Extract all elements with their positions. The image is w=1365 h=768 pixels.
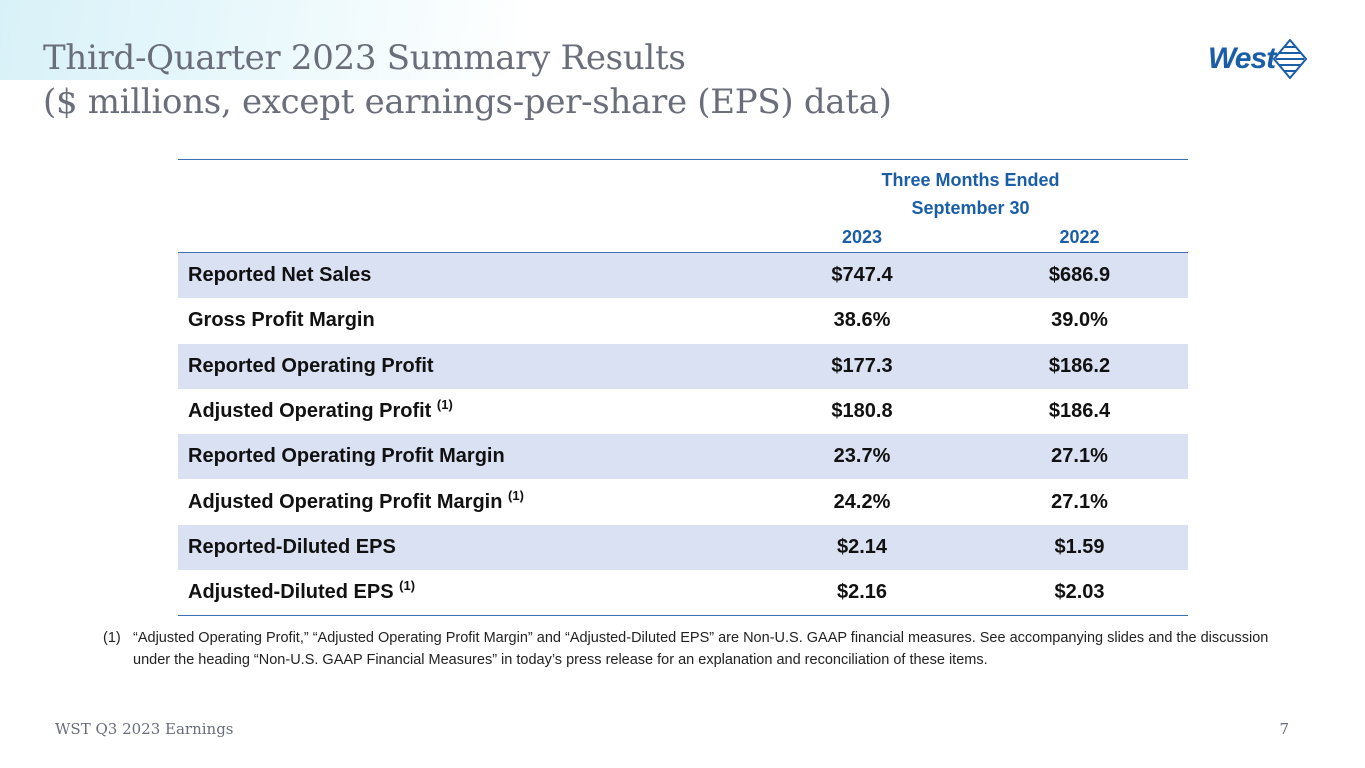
row-label: Reported Operating Profit Margin [178,434,753,479]
value-2023: $2.16 [753,570,971,617]
row-footnote-ref: (1) [436,397,453,413]
table-group-header-row: Three Months Ended September 30 [178,159,1188,223]
column-header-2022: 2022 [971,222,1188,253]
table-row: Reported-Diluted EPS $2.14 $1.59 [178,524,1188,571]
row-label: Reported-Diluted EPS [178,525,753,570]
row-label-text: Adjusted Operating Profit [188,400,432,423]
west-logo: West [1208,38,1316,80]
footnote-text: “Adjusted Operating Profit,” “Adjusted O… [133,630,1269,668]
table-year-header-row: 2023 2022 [178,222,1188,253]
row-label-text: Adjusted-Diluted EPS [188,581,394,604]
value-2022: $2.03 [971,570,1188,617]
value-2023: $180.8 [831,400,893,423]
group-header-line-1: Three Months Ended [881,170,1060,190]
page-title: Third-Quarter 2023 Summary Results ($ mi… [43,36,892,124]
value-2022: $186.4 [1048,400,1111,423]
row-label-text: Reported-Diluted EPS [188,535,396,558]
value-2023: $747.4 [831,264,893,287]
title-line-1: Third-Quarter 2023 Summary Results [43,38,686,78]
table-row: Reported Net Sales $747.4 $686.9 [178,252,1188,299]
footer-label: WST Q3 2023 Earnings [55,720,234,738]
row-footnote-ref: (1) [399,578,416,594]
footnote-marker: (1) [103,630,121,646]
row-label: Adjusted-Diluted EPS (1) [178,570,753,617]
table-row: Gross Profit Margin 38.6% 39.0% [178,298,1188,343]
table-row: Adjusted Operating Profit Margin (1) 24.2… [178,479,1188,524]
table-row: Reported Operating Profit $177.3 $186.2 [178,343,1188,389]
value-2023: 38.6% [833,309,891,332]
value-2022: $186.2 [1048,354,1111,377]
value-2023: 23.7% [833,445,891,468]
row-label: Reported Operating Profit [178,344,753,389]
row-footnote-ref: (1) [508,487,524,503]
summary-results-table: Three Months Ended September 30 2023 202… [178,159,1188,617]
row-label-text: Reported Operating Profit Margin [188,445,505,468]
page-number: 7 [1279,720,1289,738]
value-2023: $2.14 [836,535,888,558]
row-label: Reported Net Sales [178,253,753,299]
footnote: (1) “Adjusted Operating Profit,” “Adjust… [103,627,1293,671]
table-row: Reported Operating Profit Margin 23.7% 27.… [178,434,1188,480]
empty-header-cell [178,160,753,223]
row-label: Adjusted Operating Profit Margin (1) [178,479,753,524]
column-header-2023: 2023 [753,222,971,253]
three-months-ended-header: Three Months Ended September 30 [753,160,1188,223]
value-2022: 39.0% [1051,309,1108,332]
title-line-2: ($ millions, except earnings-per-share (… [43,82,892,122]
west-diamond-icon [1273,39,1308,79]
value-2022: 27.1% [1051,445,1108,468]
row-label: Adjusted Operating Profit (1) [178,389,753,434]
logo-wordmark: West [1208,42,1276,75]
row-label-text: Gross Profit Margin [188,309,375,332]
value-2023: $177.3 [831,354,893,377]
empty-year-cell [178,222,753,253]
group-header-line-2: September 30 [911,198,1030,218]
row-label-text: Adjusted Operating Profit Margin [188,490,503,513]
value-2022: $1.59 [1054,535,1105,558]
table-body: Reported Net Sales $747.4 $686.9 Gross Prof… [178,252,1188,617]
row-label: Gross Profit Margin [178,298,753,343]
row-label-text: Reported Net Sales [188,264,372,287]
value-2022: $686.9 [1048,264,1111,287]
table-row: Adjusted Operating Profit (1) $180.8 $186.… [178,389,1188,434]
table-row: Adjusted-Diluted EPS (1) $2.16 $2.03 [178,570,1188,617]
value-2022: 27.1% [1051,490,1108,513]
value-2023: 24.2% [833,490,891,513]
row-label-text: Reported Operating Profit [188,354,434,377]
